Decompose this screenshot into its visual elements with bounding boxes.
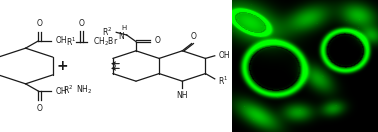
- Text: NH: NH: [177, 91, 188, 100]
- Text: R$^1$: R$^1$: [218, 75, 228, 87]
- Text: H: H: [122, 25, 127, 31]
- Text: OH: OH: [56, 36, 67, 45]
- Text: R$^1$: R$^1$: [66, 36, 76, 48]
- Text: R$^2$: R$^2$: [102, 25, 113, 38]
- Text: O: O: [37, 19, 43, 28]
- Text: OH: OH: [56, 87, 67, 96]
- Text: O: O: [191, 32, 197, 41]
- Text: +: +: [57, 59, 68, 73]
- Text: O: O: [155, 36, 161, 45]
- Text: NH$_2$: NH$_2$: [74, 84, 93, 96]
- Text: O: O: [37, 104, 43, 113]
- Text: O: O: [78, 19, 84, 28]
- Text: N: N: [119, 32, 124, 41]
- Text: R$^2$: R$^2$: [63, 84, 73, 96]
- Text: CH$_2$Br: CH$_2$Br: [93, 36, 118, 48]
- Text: OH: OH: [218, 51, 230, 60]
